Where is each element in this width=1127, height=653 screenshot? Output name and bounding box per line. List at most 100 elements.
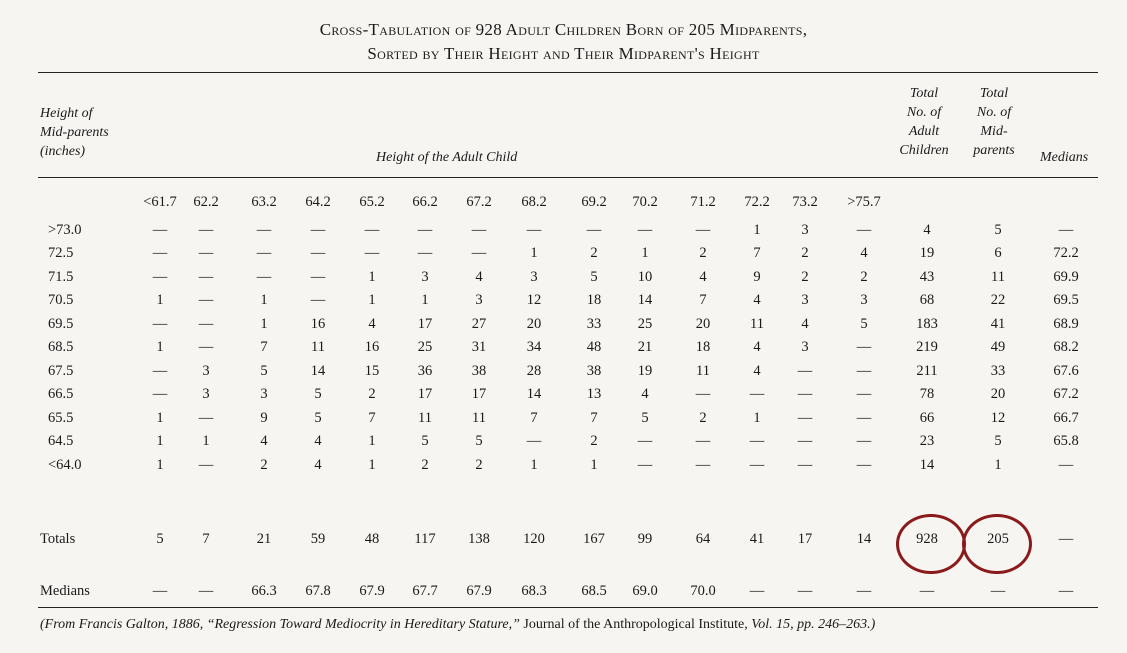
table-cell: —: [856, 433, 872, 449]
citation-volume: Vol. 15, pp. 246–263.): [747, 617, 876, 632]
totals-row-cell: 64: [695, 531, 711, 547]
table-title-line-2: Sorted by Their Height and Their Midpare…: [367, 44, 760, 63]
table-cell: —: [526, 222, 542, 238]
total-children-cell: 183: [916, 316, 938, 332]
table-cell: 4: [641, 386, 649, 402]
table-cell: 16: [310, 316, 326, 332]
table-cell: —: [637, 222, 653, 238]
column-header: <61.7: [143, 194, 177, 210]
table-cell: 1: [156, 457, 164, 473]
table-cell: —: [586, 222, 602, 238]
row-label: <64.0: [48, 457, 82, 473]
header-adult-child-height: Height of the Adult Child: [376, 150, 518, 165]
column-header: 72.2: [744, 194, 770, 210]
table-cell: —: [749, 386, 765, 402]
column-header: 68.2: [521, 194, 547, 210]
total-children-cell: 219: [916, 339, 938, 355]
table-cell: —: [749, 433, 765, 449]
table-cell: 16: [364, 339, 380, 355]
totals-row-cell: 99: [637, 531, 653, 547]
table-cell: —: [152, 316, 168, 332]
row-label: 69.5: [48, 316, 74, 332]
totals-row-cell: 7: [202, 531, 210, 547]
table-cell: 3: [202, 386, 210, 402]
table-cell: 2: [590, 245, 598, 261]
table-cell: —: [637, 457, 653, 473]
table-cell: 1: [641, 245, 649, 261]
table-cell: 1: [421, 292, 429, 308]
table-cell: 3: [421, 269, 429, 285]
table-cell: 1: [260, 316, 268, 332]
top-rule: [38, 72, 1098, 73]
median-cell: 67.6: [1053, 363, 1079, 379]
citation-text: (From Francis Galton, 1886, “Regression …: [40, 617, 524, 632]
header-line: Total: [979, 86, 1009, 101]
median-cell: 69.9: [1053, 269, 1079, 285]
header-rule: [38, 177, 1098, 178]
table-cell: 11: [696, 363, 710, 379]
table-cell: 3: [260, 386, 268, 402]
totals-row-label: Totals: [40, 531, 76, 547]
table-cell: 11: [750, 316, 764, 332]
table-cell: —: [797, 457, 813, 473]
median-cell: 66.7: [1053, 410, 1079, 426]
table-cell: 31: [471, 339, 487, 355]
table-cell: 1: [753, 410, 761, 426]
table-cell: 5: [421, 433, 429, 449]
table-cell: 14: [637, 292, 653, 308]
table-cell: 4: [260, 433, 268, 449]
circle-annotation-total-children: [896, 514, 966, 574]
medians-row-label: Medians: [40, 583, 90, 599]
table-cell: 1: [530, 245, 538, 261]
medians-row-cell: —: [198, 583, 214, 599]
total-midparents-cell: 49: [990, 339, 1006, 355]
table-cell: 4: [368, 316, 376, 332]
column-header: 73.2: [792, 194, 818, 210]
table-cell: 25: [637, 316, 653, 332]
totals-row-cell: 48: [364, 531, 380, 547]
row-label: 70.5: [48, 292, 74, 308]
medians-row-total-midparents: —: [990, 583, 1006, 599]
table-cell: 2: [801, 245, 809, 261]
bottom-rule: [38, 607, 1098, 608]
header-line: Mid-parents: [40, 125, 109, 140]
totals-row-cell: 117: [414, 531, 436, 547]
median-cell: 69.5: [1053, 292, 1079, 308]
table-cell: —: [152, 269, 168, 285]
table-cell: 38: [586, 363, 602, 379]
table-cell: —: [856, 457, 872, 473]
table-cell: 28: [526, 363, 542, 379]
table-cell: 3: [475, 292, 483, 308]
journal-name: Journal of the Anthropological Institute…: [523, 617, 748, 632]
table-cell: 13: [586, 386, 602, 402]
table-cell: 9: [260, 410, 268, 426]
table-cell: 4: [314, 457, 322, 473]
table-cell: 2: [368, 386, 376, 402]
column-header: 64.2: [305, 194, 331, 210]
table-cell: 2: [860, 269, 868, 285]
table-cell: 7: [590, 410, 598, 426]
medians-row-cell: 68.3: [521, 583, 547, 599]
total-midparents-cell: 11: [991, 269, 1005, 285]
header-line: Adult: [908, 124, 940, 139]
table-cell: —: [856, 410, 872, 426]
table-cell: 12: [526, 292, 542, 308]
table-cell: 2: [475, 457, 483, 473]
table-cell: 38: [471, 363, 487, 379]
totals-row-cell: 17: [797, 531, 813, 547]
column-header: 65.2: [359, 194, 385, 210]
medians-row-cell: —: [856, 583, 872, 599]
total-children-cell: 19: [919, 245, 935, 261]
medians-row-median: —: [1058, 583, 1074, 599]
table-cell: 2: [260, 457, 268, 473]
total-children-cell: 66: [919, 410, 935, 426]
table-cell: 2: [801, 269, 809, 285]
header-line: Children: [899, 143, 949, 158]
totals-row-cell: 5: [156, 531, 164, 547]
row-label: 71.5: [48, 269, 74, 285]
median-cell: —: [1058, 222, 1074, 238]
table-cell: 5: [860, 316, 868, 332]
table-cell: —: [310, 292, 326, 308]
table-cell: —: [417, 245, 433, 261]
column-header: >75.7: [847, 194, 881, 210]
